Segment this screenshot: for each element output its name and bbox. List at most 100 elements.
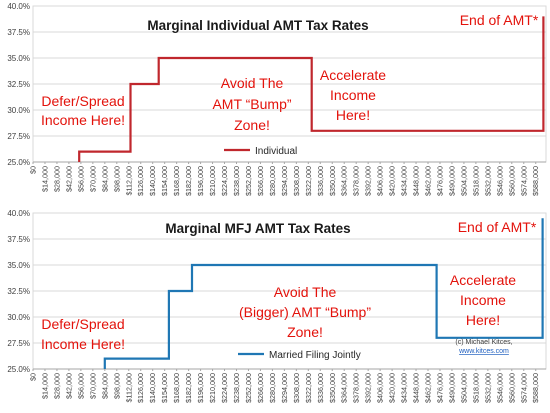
individual-x-tick-label: $476,000 bbox=[435, 166, 444, 196]
mfj-legend-label: Married Filing Jointly bbox=[269, 350, 361, 361]
mfj-x-tick-label: $588,000 bbox=[531, 373, 540, 403]
individual-annotation-avoid: AMT “Bump” bbox=[212, 96, 291, 112]
mfj-x-tick-label: $98,000 bbox=[112, 373, 121, 399]
individual-x-tick-label: $196,000 bbox=[196, 166, 205, 196]
individual-annotation-accelerate: Accelerate bbox=[320, 67, 386, 83]
individual-x-tick-label: $266,000 bbox=[256, 166, 265, 196]
mfj-x-tick-label: $574,000 bbox=[519, 373, 528, 403]
mfj-y-tick-label: 30.0% bbox=[7, 313, 30, 322]
mfj-x-tick-label: $434,000 bbox=[400, 373, 409, 403]
mfj-x-tick-label: $196,000 bbox=[196, 373, 205, 403]
individual-x-tick-label: $322,000 bbox=[304, 166, 313, 196]
individual-x-tick-label: $574,000 bbox=[519, 166, 528, 196]
individual-annotation-avoid: Zone! bbox=[234, 117, 270, 133]
mfj-x-tick-label: $42,000 bbox=[64, 373, 73, 399]
mfj-annotation-accelerate: Income bbox=[460, 292, 506, 308]
individual-x-tick-label: $182,000 bbox=[184, 166, 193, 196]
individual-x-tick-label: $490,000 bbox=[447, 166, 456, 196]
mfj-annotation-defer: Defer/Spread bbox=[41, 316, 124, 332]
individual-x-tick-label: $14,000 bbox=[40, 166, 49, 192]
individual-x-tick-label: $504,000 bbox=[459, 166, 468, 196]
mfj-x-tick-label: $546,000 bbox=[495, 373, 504, 403]
individual-x-tick-label: $238,000 bbox=[232, 166, 241, 196]
individual-y-tick-label: 35.0% bbox=[7, 54, 30, 63]
mfj-x-tick-label: $490,000 bbox=[447, 373, 456, 403]
individual-series-line bbox=[78, 16, 545, 162]
individual-annotation-end: End of AMT* bbox=[460, 12, 539, 28]
individual-legend-label: Individual bbox=[255, 146, 297, 157]
individual-x-tick-label: $42,000 bbox=[64, 166, 73, 192]
mfj-x-tick-label: $294,000 bbox=[280, 373, 289, 403]
individual-annotation-defer: Income Here! bbox=[41, 112, 125, 128]
individual-x-tick-label: $294,000 bbox=[280, 166, 289, 196]
mfj-x-tick-label: $224,000 bbox=[220, 373, 229, 403]
individual-x-tick-label: $560,000 bbox=[507, 166, 516, 196]
individual-annotation-accelerate: Here! bbox=[336, 107, 370, 123]
individual-annotation-avoid: Avoid The bbox=[221, 75, 284, 91]
mfj-x-tick-label: $378,000 bbox=[352, 373, 361, 403]
individual-x-tick-label: $84,000 bbox=[100, 166, 109, 192]
mfj-annotation-defer: Income Here! bbox=[41, 336, 125, 352]
mfj-series-line bbox=[103, 218, 544, 369]
mfj-y-tick-label: 35.0% bbox=[7, 261, 30, 270]
mfj-x-tick-label: $406,000 bbox=[376, 373, 385, 403]
individual-x-tick-label: $364,000 bbox=[340, 166, 349, 196]
mfj-x-tick-label: $462,000 bbox=[424, 373, 433, 403]
individual-x-tick-label: $392,000 bbox=[364, 166, 373, 196]
mfj-y-tick-label: 37.5% bbox=[7, 235, 30, 244]
mfj-x-tick-label: $154,000 bbox=[160, 373, 169, 403]
individual-x-tick-label: $378,000 bbox=[352, 166, 361, 196]
mfj-x-tick-label: $56,000 bbox=[76, 373, 85, 399]
individual-x-tick-label: $518,000 bbox=[471, 166, 480, 196]
mfj-annotation-accelerate: Here! bbox=[466, 312, 500, 328]
mfj-annotation-accelerate: Accelerate bbox=[450, 272, 516, 288]
mfj-x-tick-label: $182,000 bbox=[184, 373, 193, 403]
individual-y-tick-label: 37.5% bbox=[7, 28, 30, 37]
individual-x-tick-label: $112,000 bbox=[124, 166, 133, 195]
mfj-x-tick-label: $266,000 bbox=[256, 373, 265, 403]
mfj-x-tick-label: $364,000 bbox=[340, 373, 349, 403]
credit-text: (c) Michael Kitces, bbox=[455, 339, 512, 346]
mfj-y-tick-label: 32.5% bbox=[7, 287, 30, 296]
mfj-x-tick-label: $210,000 bbox=[208, 373, 217, 403]
mfj-y-tick-label: 40.0% bbox=[7, 209, 30, 218]
individual-x-tick-label: $28,000 bbox=[52, 166, 61, 192]
mfj-x-tick-label: $336,000 bbox=[316, 373, 325, 403]
individual-x-tick-label: $308,000 bbox=[292, 166, 301, 196]
mfj-x-tick-label: $532,000 bbox=[483, 373, 492, 403]
individual-annotation-accelerate: Income bbox=[330, 87, 376, 103]
credit-link: www.kitces.com bbox=[458, 348, 509, 355]
mfj-y-tick-label: 25.0% bbox=[7, 365, 30, 374]
individual-x-tick-label: $70,000 bbox=[88, 166, 97, 192]
mfj-x-tick-label: $476,000 bbox=[435, 373, 444, 403]
mfj-x-tick-label: $308,000 bbox=[292, 373, 301, 403]
individual-x-tick-label: $140,000 bbox=[148, 166, 157, 196]
mfj-x-tick-label: $140,000 bbox=[148, 373, 157, 403]
mfj-chart-title: Marginal MFJ AMT Tax Rates bbox=[165, 221, 350, 236]
individual-x-tick-label: $126,000 bbox=[136, 166, 145, 196]
individual-x-tick-label: $448,000 bbox=[412, 166, 421, 196]
mfj-y-tick-label: 27.5% bbox=[7, 339, 30, 348]
mfj-annotation-avoid: (Bigger) AMT “Bump” bbox=[239, 304, 371, 320]
individual-x-tick-label: $532,000 bbox=[483, 166, 492, 196]
mfj-x-tick-label: $168,000 bbox=[172, 373, 181, 403]
individual-x-tick-label: $546,000 bbox=[495, 166, 504, 196]
individual-y-tick-label: 32.5% bbox=[7, 80, 30, 89]
individual-x-tick-label: $224,000 bbox=[220, 166, 229, 196]
individual-x-tick-label: $280,000 bbox=[268, 166, 277, 196]
individual-x-tick-label: $98,000 bbox=[112, 166, 121, 192]
individual-x-tick-label: $168,000 bbox=[172, 166, 181, 196]
individual-x-tick-label: $434,000 bbox=[400, 166, 409, 196]
mfj-x-tick-label: $518,000 bbox=[471, 373, 480, 403]
individual-chart-title: Marginal Individual AMT Tax Rates bbox=[147, 18, 368, 33]
individual-y-tick-label: 25.0% bbox=[7, 158, 30, 167]
mfj-x-tick-label: $280,000 bbox=[268, 373, 277, 403]
individual-y-tick-label: 27.5% bbox=[7, 132, 30, 141]
mfj-x-tick-label: $112,000 bbox=[124, 373, 133, 402]
individual-x-tick-label: $0 bbox=[29, 166, 38, 174]
individual-x-tick-label: $420,000 bbox=[388, 166, 397, 196]
mfj-annotation-avoid: Avoid The bbox=[274, 284, 337, 300]
individual-x-tick-label: $350,000 bbox=[328, 166, 337, 196]
mfj-x-tick-label: $14,000 bbox=[40, 373, 49, 399]
mfj-annotation-avoid: Zone! bbox=[287, 324, 323, 340]
